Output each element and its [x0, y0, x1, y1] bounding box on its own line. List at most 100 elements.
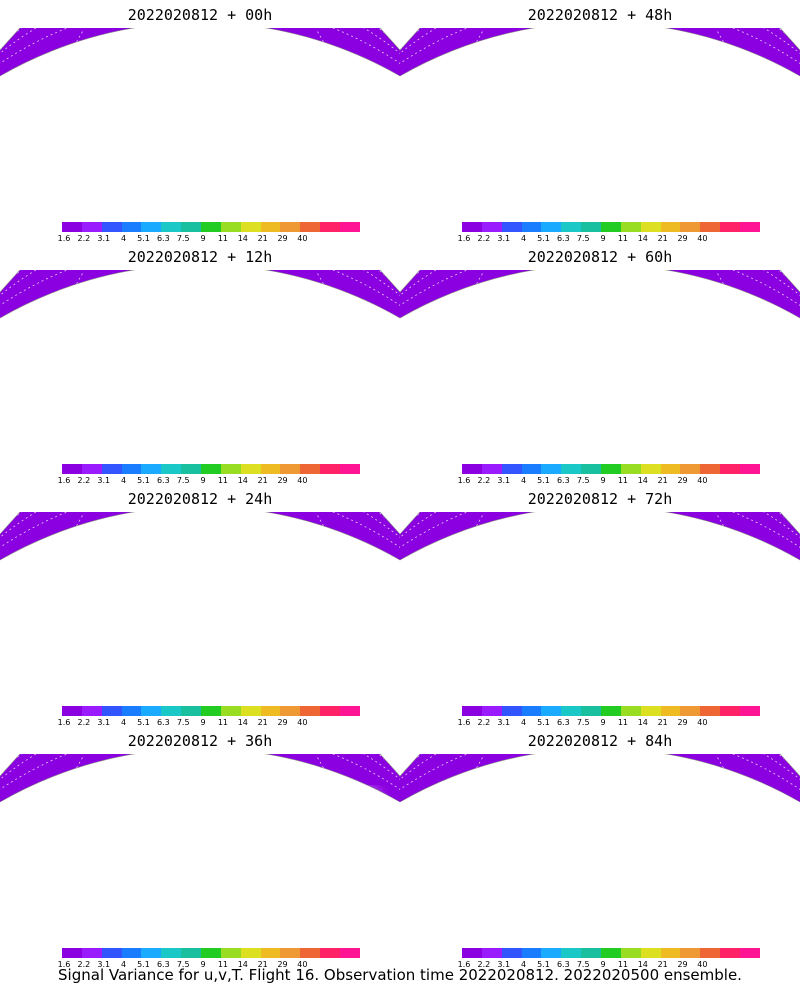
colorbar-swatch: [462, 464, 482, 474]
panel-title: 2022020812 + 12h: [127, 248, 273, 266]
colorbar-swatch: [740, 222, 760, 232]
colorbar-tick-label: 14: [637, 718, 648, 727]
colorbar-swatch: [141, 464, 162, 474]
colorbar-tick-label: 1.6: [457, 960, 471, 969]
colorbar-tick-label: 2.2: [477, 960, 491, 969]
colorbar-tick-label: 2.2: [477, 476, 491, 485]
colorbar-swatch: [201, 706, 221, 716]
colorbar-tick-label: 11: [617, 234, 629, 243]
colorbar-tick-label: 21: [257, 960, 268, 969]
colorbar-swatch: [680, 222, 701, 232]
colorbar-swatch: [62, 222, 82, 232]
colorbar-ticks: 1.6 2.2 3.1 4 5.1 6.3 7.5 9 11 14 21 29 40: [458, 476, 760, 486]
colorbar-tick-label: 29: [277, 234, 288, 243]
colorbar-tick-label: 14: [637, 960, 648, 969]
colorbar-swatch: [462, 706, 482, 716]
colorbar-tick-label: 2.2: [77, 234, 91, 243]
colorbar-ticks: 1.6 2.2 3.1 4 5.1 6.3 7.5 9 11 14 21 29 40: [458, 960, 760, 970]
colorbar-tick-label: 21: [257, 234, 268, 243]
colorbar-tick-label: 14: [637, 476, 648, 485]
colorbar-swatch: [161, 222, 182, 232]
colorbar-swatch: [620, 464, 641, 474]
colorbar-swatch: [201, 464, 221, 474]
colorbar-swatch: [521, 222, 542, 232]
colorbar-swatch: [280, 706, 301, 716]
colorbar: [62, 464, 360, 474]
colorbar-swatch: [161, 706, 182, 716]
colorbar-tick-label: 1.6: [57, 234, 71, 243]
colorbar-tick-label: 40: [697, 234, 708, 243]
colorbar-swatch: [340, 948, 360, 958]
colorbar-swatch: [201, 948, 221, 958]
variance-map: [400, 754, 800, 852]
colorbar-swatch: [101, 706, 122, 716]
colorbar-tick-label: 21: [657, 960, 668, 969]
variance-map: [400, 270, 800, 368]
colorbar-ticks: 1.6 2.2 3.1 4 5.1 6.3 7.5 9 11 14 21 29 40: [458, 718, 760, 728]
colorbar: [62, 948, 360, 958]
colorbar-tick-label: 5.1: [537, 718, 550, 727]
colorbar-tick-label: 2.2: [477, 234, 491, 243]
colorbar-swatch: [481, 948, 502, 958]
colorbar-swatch: [300, 948, 321, 958]
colorbar-tick-label: 4: [521, 960, 527, 969]
colorbar-tick-label: 2.2: [477, 718, 491, 727]
colorbar-tick-label: 29: [677, 476, 688, 485]
colorbar-swatch: [700, 464, 721, 474]
colorbar-swatch: [240, 948, 261, 958]
colorbar-tick-label: 1.6: [57, 960, 71, 969]
colorbar-tick-label: 1.6: [57, 476, 71, 485]
colorbar-tick-label: 11: [617, 476, 629, 485]
colorbar-tick-label: 5.1: [137, 234, 150, 243]
colorbar-swatch: [260, 222, 281, 232]
colorbar-swatch: [121, 222, 142, 232]
colorbar-tick-label: 11: [217, 960, 229, 969]
colorbar-swatch: [561, 706, 582, 716]
colorbar-tick-label: 21: [257, 476, 268, 485]
colorbar-tick-label: 9: [600, 476, 606, 485]
colorbar-swatch: [720, 222, 741, 232]
panel-title: 2022020812 + 24h: [127, 490, 273, 508]
colorbar-tick-label: 7.5: [176, 234, 190, 243]
colorbar-swatch: [260, 464, 281, 474]
colorbar-swatch: [260, 948, 281, 958]
colorbar-swatch: [481, 222, 502, 232]
colorbar-swatch: [660, 706, 681, 716]
panel-title: 2022020812 + 48h: [527, 6, 673, 24]
colorbar-swatch: [220, 948, 241, 958]
colorbar-swatch: [740, 948, 760, 958]
colorbar-swatch: [181, 464, 202, 474]
colorbar-tick-label: 14: [237, 234, 248, 243]
colorbar-tick-label: 9: [600, 718, 606, 727]
colorbar-swatch: [300, 222, 321, 232]
map-panel: 2022020812 + 72h 1.6 2.2 3.1 4 5.1 6.3 7.5 9 11 14…: [400, 484, 800, 728]
colorbar-ticks: 1.6 2.2 3.1 4 5.1 6.3 7.5 9 11 14 21 29 40: [58, 234, 360, 244]
colorbar-tick-label: 3.1: [97, 234, 111, 243]
colorbar-tick-label: 4: [121, 476, 127, 485]
colorbar-swatch: [300, 706, 321, 716]
colorbar-tick-label: 1.6: [57, 718, 71, 727]
map-panel: 2022020812 + 36h 1.6 2.2 3.1 4 5.1 6.3 7.5 9 11 14…: [0, 726, 400, 969]
colorbar-tick-label: 3.1: [497, 234, 511, 243]
colorbar-swatch: [620, 706, 641, 716]
map-panel: 2022020812 + 00h 1.6 2.2 3.1 4 5.1 6.3 7.5 9 11 14…: [0, 0, 400, 244]
colorbar-swatch: [81, 464, 102, 474]
colorbar-tick-label: 29: [277, 718, 288, 727]
colorbar-tick-label: 21: [657, 476, 668, 485]
colorbar-tick-label: 4: [521, 234, 527, 243]
colorbar-tick-label: 29: [677, 234, 688, 243]
colorbar-tick-label: 9: [200, 234, 206, 243]
colorbar-swatch: [720, 948, 741, 958]
colorbar-swatch: [340, 222, 360, 232]
colorbar: [462, 464, 760, 474]
colorbar-swatch: [581, 464, 602, 474]
colorbar-tick-label: 3.1: [497, 960, 511, 969]
map-panel: 2022020812 + 24h 1.6 2.2 3.1 4 5.1 6.3 7.5 9 11 14…: [0, 484, 400, 727]
colorbar-tick-label: 5.1: [537, 960, 550, 969]
colorbar-tick-label: 9: [200, 718, 206, 727]
colorbar-tick-label: 6.3: [556, 960, 570, 969]
colorbar-swatch: [640, 222, 661, 232]
variance-map: [0, 28, 400, 126]
colorbar-tick-label: 6.3: [156, 960, 170, 969]
colorbar-swatch: [240, 706, 261, 716]
